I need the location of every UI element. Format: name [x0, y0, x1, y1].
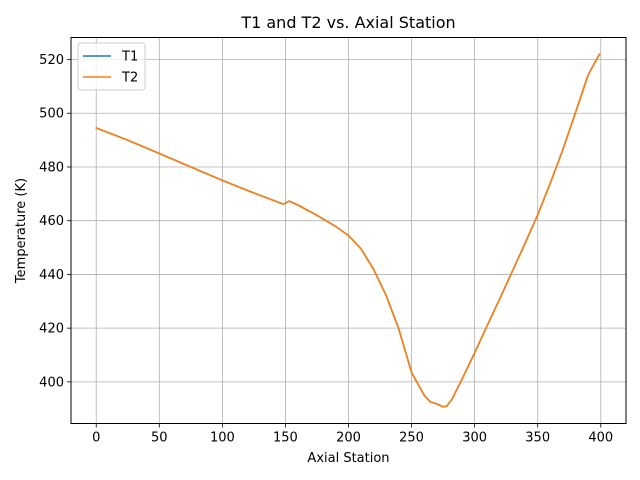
x-tick-label: 50	[151, 431, 168, 446]
y-tick-label: 500	[39, 107, 64, 122]
legend: T1 T2	[77, 42, 146, 91]
x-axis-label: Axial Station	[307, 451, 389, 466]
x-tick-label: 250	[399, 431, 424, 446]
legend-label-t1: T1	[121, 50, 138, 65]
x-tick-label: 300	[462, 431, 487, 446]
grid	[71, 37, 626, 424]
y-tick-label: 400	[39, 375, 64, 390]
y-tick-label: 420	[39, 322, 64, 337]
x-tick-label: 400	[588, 431, 613, 446]
y-tick-label: 480	[39, 160, 64, 175]
y-tick-label: 440	[39, 268, 64, 283]
x-tick-label: 350	[525, 431, 550, 446]
legend-box	[77, 42, 146, 91]
x-tick-label: 100	[210, 431, 235, 446]
ticks: 0 50 100 150 200 250 300 350 400 400 420 440 460 480 5…	[39, 53, 613, 445]
x-tick-label: 0	[92, 431, 100, 446]
y-tick-label: 460	[39, 214, 64, 229]
y-tick-label: 520	[39, 53, 64, 68]
legend-label-t2: T2	[121, 71, 138, 86]
y-axis-label: Temperature (K)	[14, 178, 29, 284]
series-layer	[95, 53, 601, 408]
x-tick-label: 150	[273, 431, 298, 446]
series-line-t2	[95, 53, 601, 408]
x-tick-label: 200	[336, 431, 361, 446]
chart-title: T1 and T2 vs. Axial Station	[240, 13, 455, 32]
